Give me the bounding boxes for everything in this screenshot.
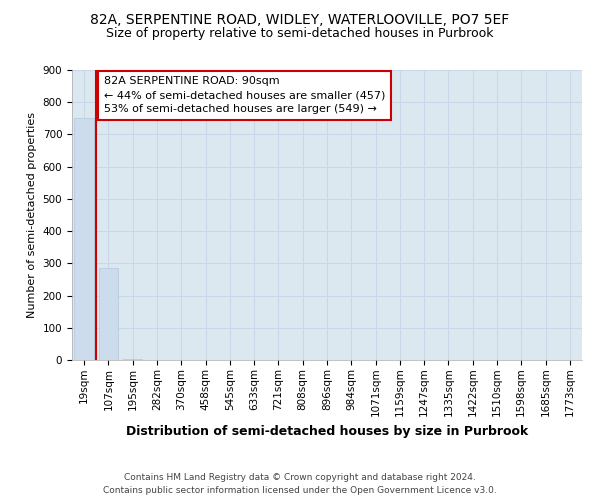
Y-axis label: Number of semi-detached properties: Number of semi-detached properties — [27, 112, 37, 318]
Text: 82A SERPENTINE ROAD: 90sqm
← 44% of semi-detached houses are smaller (457)
53% o: 82A SERPENTINE ROAD: 90sqm ← 44% of semi… — [104, 76, 385, 114]
Bar — [74, 118, 94, 360]
X-axis label: Distribution of semi-detached houses by size in Purbrook: Distribution of semi-detached houses by … — [126, 424, 528, 438]
Text: 82A, SERPENTINE ROAD, WIDLEY, WATERLOOVILLE, PO7 5EF: 82A, SERPENTINE ROAD, WIDLEY, WATERLOOVI… — [91, 12, 509, 26]
Bar — [99, 268, 118, 360]
Text: Contains HM Land Registry data © Crown copyright and database right 2024.
Contai: Contains HM Land Registry data © Crown c… — [103, 474, 497, 495]
Text: Size of property relative to semi-detached houses in Purbrook: Size of property relative to semi-detach… — [106, 28, 494, 40]
